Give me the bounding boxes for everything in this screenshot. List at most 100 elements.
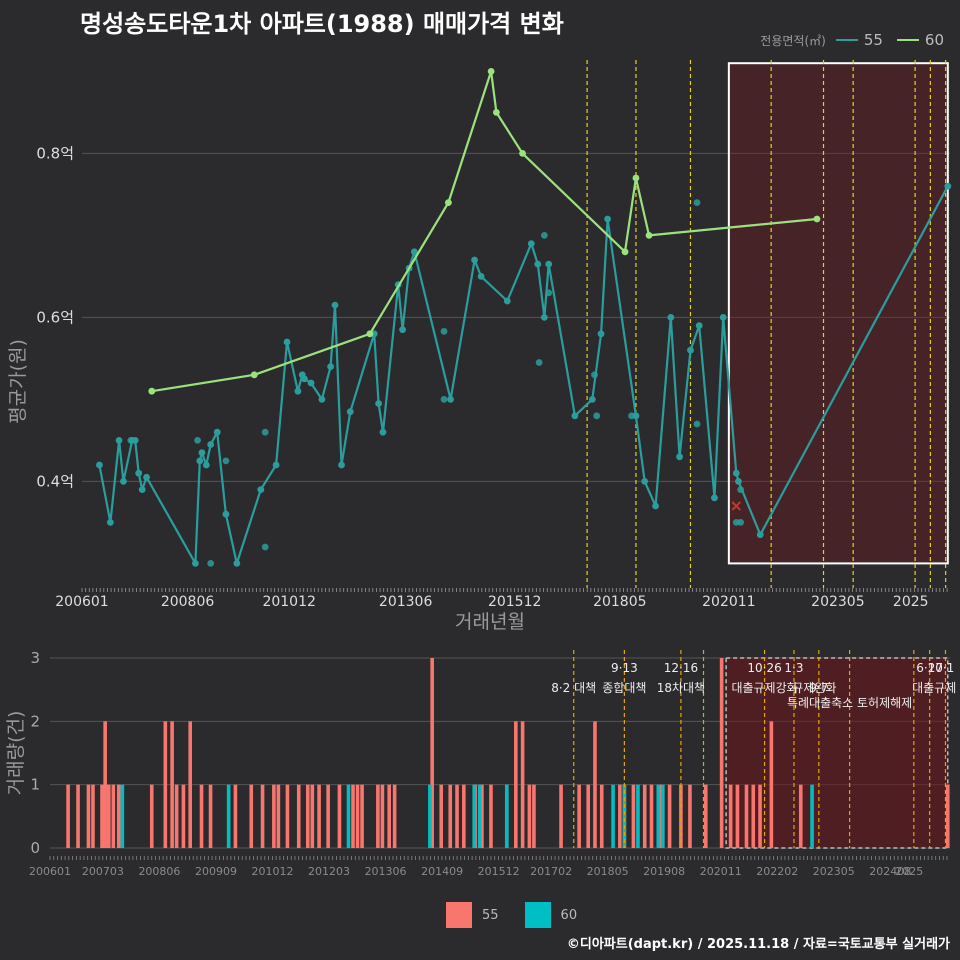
bar-x-tick-label: 201306 (365, 865, 407, 878)
data-point-55 (192, 560, 199, 567)
x-tick-label: 201012 (262, 594, 315, 610)
chart-title: 명성송도타운1차 아파트(1988) 매매가격 변화 (80, 10, 564, 38)
bar-55 (199, 784, 204, 848)
policy-annotation: 9·13 (611, 661, 638, 675)
bar-55 (100, 784, 104, 848)
bar-55 (260, 784, 265, 848)
data-point-55 (196, 457, 204, 465)
bar-55 (86, 784, 91, 848)
data-point-55 (410, 248, 418, 256)
bar-x-tick-label: 201203 (308, 865, 350, 878)
data-point-55 (135, 469, 143, 477)
policy-annotation: 6·27 (916, 661, 943, 675)
data-point-55 (447, 396, 454, 403)
policy-annotation: 대출규제 (912, 681, 956, 695)
data-point-60 (645, 232, 653, 239)
data-point-55 (96, 461, 103, 469)
data-point-60 (444, 199, 452, 207)
scatter-point-55 (194, 437, 201, 444)
bar-55 (728, 784, 733, 848)
bar-60 (428, 784, 432, 848)
bar-60 (346, 784, 351, 848)
legend-line-60 (896, 39, 919, 41)
data-point-55 (143, 473, 150, 481)
policy-annotation: 12·16 (664, 661, 698, 675)
bar-55 (527, 784, 532, 848)
policy-annotation: 1·3 (784, 661, 803, 675)
bar-55 (170, 721, 174, 848)
bar-55 (249, 784, 254, 848)
data-point-55 (120, 478, 127, 485)
bar-55 (317, 784, 321, 848)
bar-55 (480, 784, 484, 848)
scatter-point-55 (261, 428, 269, 436)
data-point-55 (318, 396, 326, 403)
data-point-55 (222, 510, 230, 518)
bar-55 (586, 784, 590, 848)
bar-x-tick-label: 201805 (587, 865, 629, 878)
bar-x-tick-label: 200806 (138, 865, 180, 878)
data-point-55 (202, 461, 210, 469)
data-point-55 (756, 531, 764, 539)
bar-x-tick-label: 200703 (82, 865, 124, 878)
data-point-55 (327, 363, 335, 370)
bar-55 (355, 784, 360, 848)
data-point-55 (597, 330, 605, 338)
data-point-60 (632, 174, 640, 182)
bar-55 (593, 721, 597, 848)
scatter-point-55 (261, 543, 269, 551)
data-point-55 (695, 322, 703, 329)
data-point-55 (301, 375, 308, 383)
bar-55 (532, 784, 536, 848)
scatter-point-55 (628, 412, 635, 420)
legend-line-55 (835, 39, 858, 41)
bar-x-tick-label: 202305 (813, 865, 855, 878)
bar-y-tick-label: 1 (30, 776, 40, 794)
bar-60 (622, 784, 627, 848)
series-line-60 (151, 70, 818, 393)
bar-55 (744, 784, 749, 848)
x-tick-label: 200806 (161, 594, 215, 610)
bar-55 (430, 658, 434, 848)
legend-title: 전용면적(㎡) (760, 33, 826, 48)
bar-55 (208, 784, 213, 848)
data-point-55 (711, 494, 718, 502)
data-point-55 (198, 449, 206, 457)
bar-55 (439, 784, 444, 848)
data-point-55 (687, 346, 694, 354)
bar-55 (618, 784, 622, 848)
bar-x-tick-label: 201409 (421, 865, 463, 878)
bar-55 (758, 784, 762, 848)
bar-55 (76, 784, 80, 848)
x-axis-title: 거래년월 (455, 611, 525, 633)
bar-60 (810, 784, 814, 848)
data-point-55 (338, 461, 345, 469)
data-point-60 (492, 109, 500, 116)
data-point-55 (294, 387, 302, 395)
bar-55 (106, 784, 111, 848)
scatter-point-55 (440, 396, 448, 403)
bar-y-tick-label: 3 (30, 649, 40, 667)
bar-55 (735, 784, 740, 848)
bar-x-tick-label: 201908 (643, 865, 685, 878)
bar-55 (520, 721, 525, 848)
bar-x-tick-label: 200909 (195, 865, 237, 878)
policy-annotation: 종합대책 (602, 680, 646, 695)
bar-55 (116, 784, 121, 848)
scatter-point-55 (535, 359, 543, 366)
bar-55 (688, 784, 692, 848)
bar-55 (188, 721, 193, 848)
bar-55 (489, 784, 493, 848)
data-point-60 (813, 215, 821, 223)
scatter-point-55 (545, 289, 553, 297)
data-point-55 (213, 428, 221, 436)
bar-55 (631, 784, 636, 848)
bar-60 (656, 784, 661, 848)
bar-highlight-box (725, 657, 949, 849)
bar-55 (658, 784, 663, 848)
bar-55 (326, 784, 330, 848)
legend-swatch-55 (446, 902, 472, 928)
bar-60 (504, 784, 509, 848)
bar-55 (111, 784, 116, 848)
scatter-point-55 (737, 486, 745, 493)
